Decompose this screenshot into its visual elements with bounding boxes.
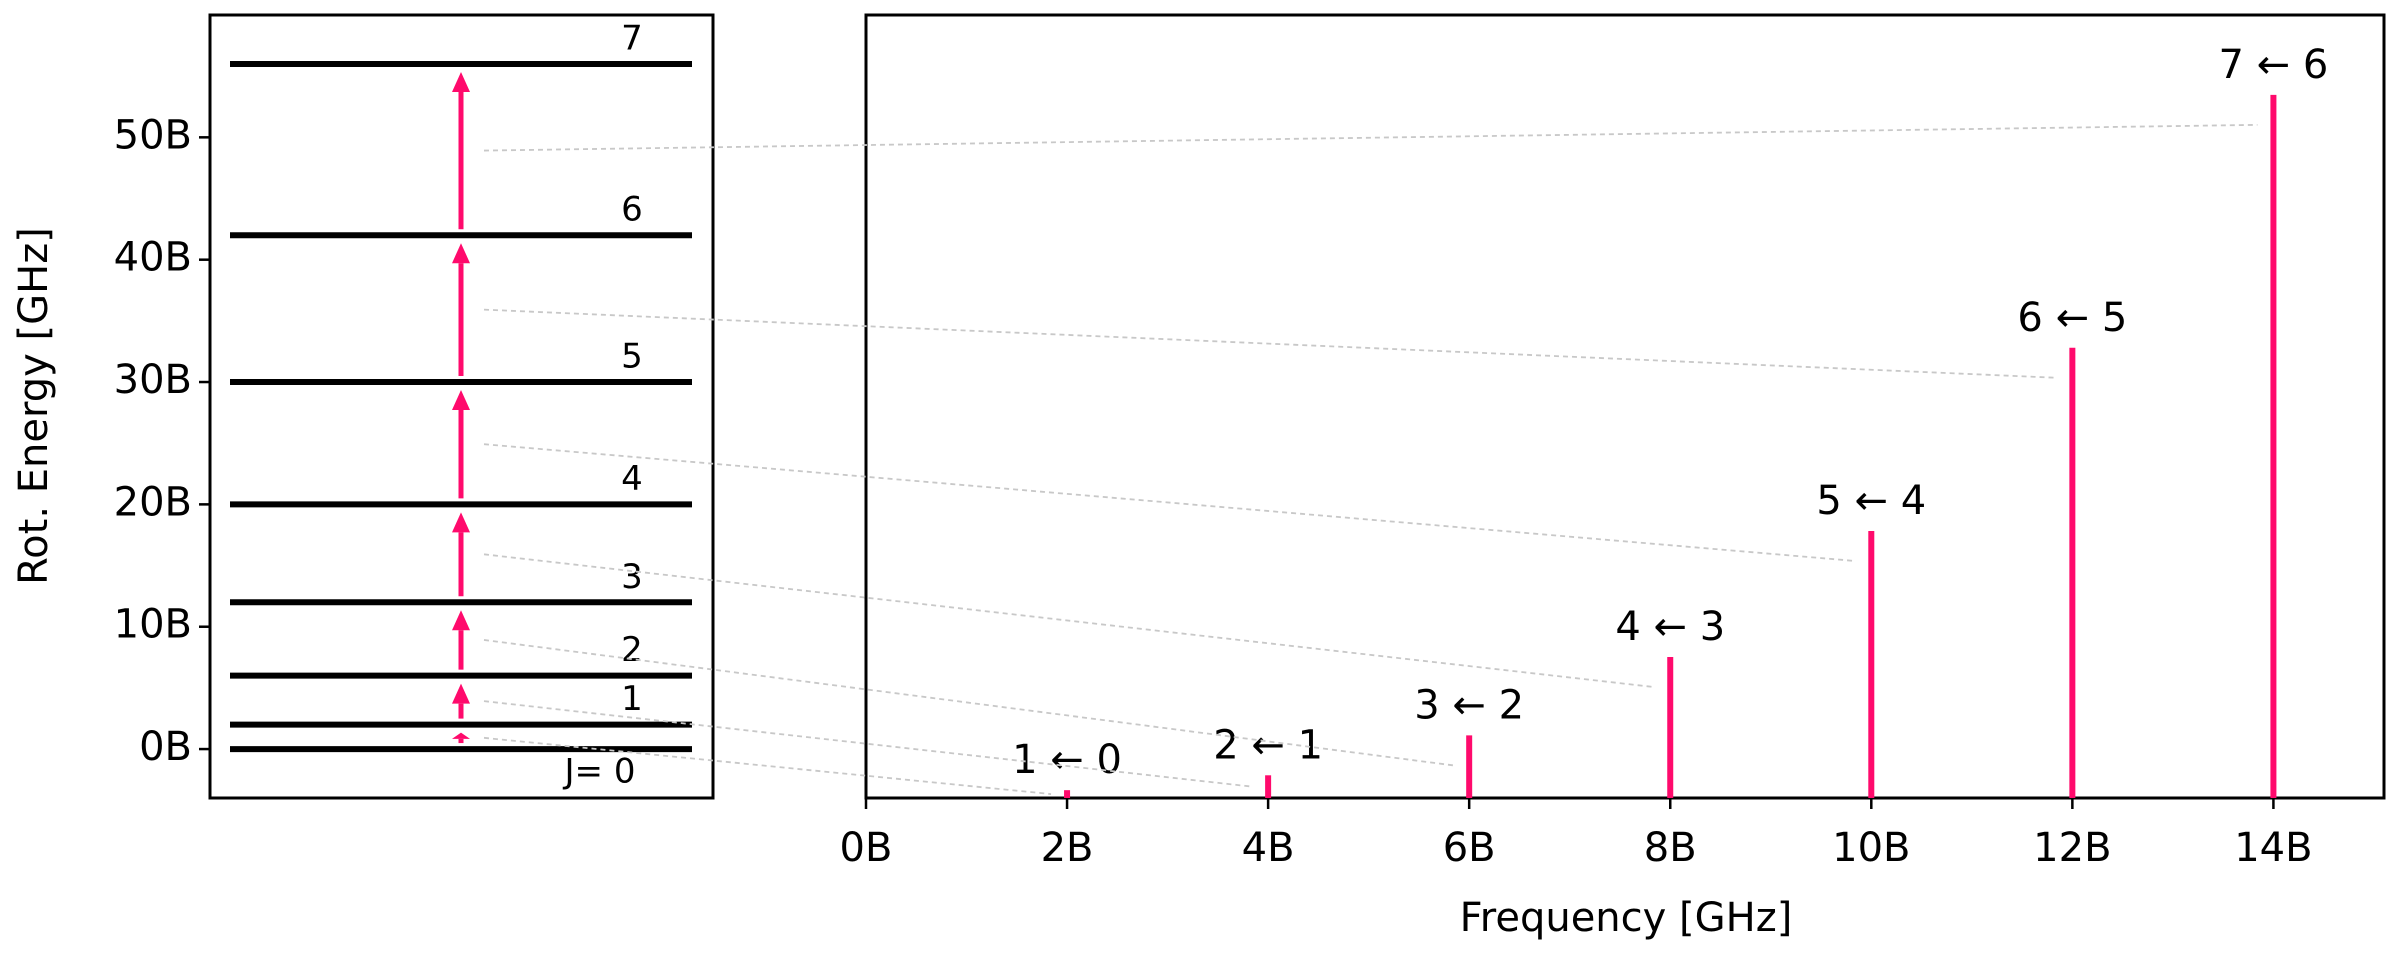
plot-frame xyxy=(208,13,715,800)
connector xyxy=(483,443,1856,562)
x-tick-label: 2B xyxy=(1041,825,1094,871)
x-tick-label: 4B xyxy=(1242,825,1295,871)
level-label: 4 xyxy=(621,459,643,499)
arrow-head xyxy=(452,512,470,533)
transition-label: 5 ← 4 xyxy=(1816,478,1926,524)
arrow-head xyxy=(452,243,470,264)
level-label: J= 0 xyxy=(563,752,636,792)
plot-frame xyxy=(864,13,2386,800)
transition-label: 2 ← 1 xyxy=(1213,722,1323,768)
connector xyxy=(483,553,1655,688)
y-tick-label: 50B xyxy=(114,112,192,158)
y-tick-label: 20B xyxy=(114,479,192,525)
y-tick-label: 30B xyxy=(114,357,192,403)
transition-label: 6 ← 5 xyxy=(2017,295,2127,341)
arrow-head xyxy=(452,610,470,631)
transition-label: 4 ← 3 xyxy=(1615,604,1725,650)
x-tick-label: 10B xyxy=(1832,825,1910,871)
arrow-head xyxy=(452,732,470,739)
level-label: 1 xyxy=(621,679,643,719)
connector xyxy=(483,308,2057,379)
x-tick-label: 12B xyxy=(2033,825,2111,871)
arrow-head xyxy=(452,71,470,92)
level-label: 5 xyxy=(621,337,643,377)
level-label: 3 xyxy=(621,557,643,597)
x-tick-label: 0B xyxy=(840,825,893,871)
transition-label: 7 ← 6 xyxy=(2218,42,2328,88)
level-label: 6 xyxy=(621,190,643,230)
y-axis-label: Rot. Energy [GHz] xyxy=(11,227,57,585)
connector xyxy=(483,700,1253,788)
transition-label: 3 ← 2 xyxy=(1414,682,1524,728)
arrow-head xyxy=(452,683,470,704)
connector xyxy=(483,123,2258,152)
arrow-head xyxy=(452,390,470,411)
connector xyxy=(483,736,1052,795)
y-tick-label: 10B xyxy=(114,602,192,648)
y-tick-label: 40B xyxy=(114,235,192,281)
level-label: 2 xyxy=(621,630,643,670)
x-tick-label: 14B xyxy=(2234,825,2312,871)
level-label: 7 xyxy=(621,18,643,58)
x-tick-label: 6B xyxy=(1443,825,1496,871)
x-tick-label: 8B xyxy=(1644,825,1697,871)
y-tick-label: 0B xyxy=(139,724,192,770)
x-axis-label: Frequency [GHz] xyxy=(1460,895,1793,941)
transition-label: 1 ← 0 xyxy=(1012,737,1122,783)
connector xyxy=(483,639,1454,767)
